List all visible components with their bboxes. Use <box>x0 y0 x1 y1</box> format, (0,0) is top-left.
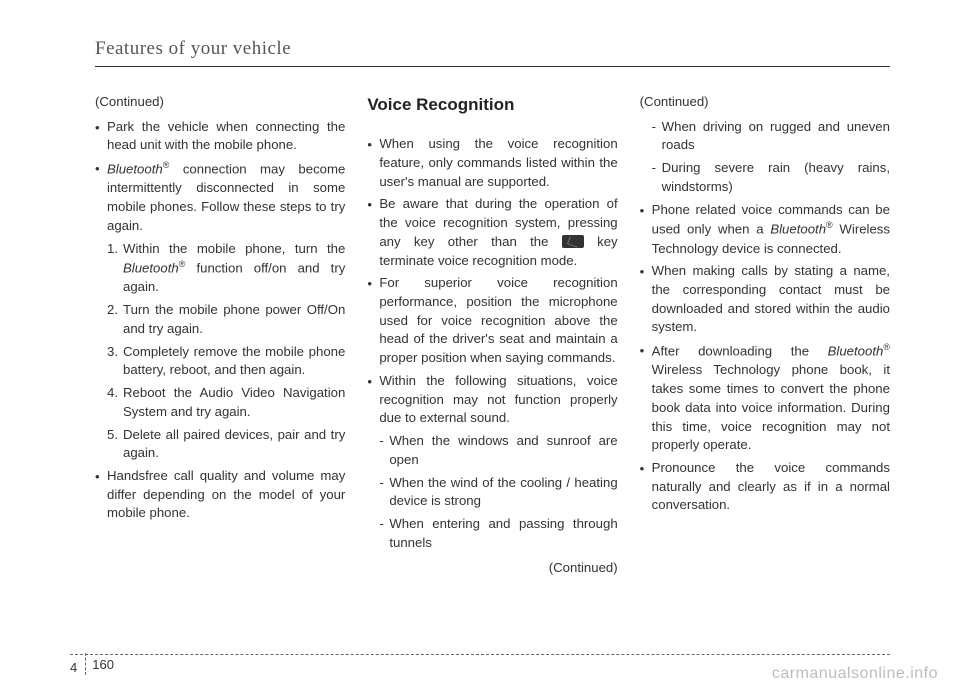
dash-mark: - <box>652 159 662 196</box>
dash-item: - When the wind of the cooling / heating… <box>367 474 617 511</box>
bullet-item: • Park the vehicle when connecting the h… <box>95 118 345 155</box>
page-number-box: 4 160 <box>70 653 114 675</box>
item-text: Delete all paired devices, pair and try … <box>123 426 345 463</box>
registered-mark: ® <box>826 220 833 230</box>
column-3: (Continued) - When driving on rugged and… <box>640 93 890 577</box>
registered-mark: ® <box>883 342 890 352</box>
page-number: 160 <box>92 657 114 672</box>
bullet-dot: • <box>95 159 107 235</box>
bullet-text: For superior voice recognition performan… <box>379 274 617 368</box>
bullet-text: Be aware that during the operation of th… <box>379 195 617 270</box>
title-rule <box>95 66 890 67</box>
item-number: 4. <box>107 384 123 421</box>
dash-item: - When driving on rugged and uneven road… <box>640 118 890 155</box>
footer-rule <box>70 654 890 655</box>
dash-text: When driving on rugged and uneven roads <box>662 118 890 155</box>
bullet-item: • After downloading the Bluetooth® Wirel… <box>640 341 890 455</box>
bullet-dot: • <box>640 201 652 259</box>
page-footer <box>0 654 960 655</box>
bullet-text: When using the voice recognition feature… <box>379 135 617 191</box>
numbered-item: 2. Turn the mobile phone power Off/On an… <box>95 301 345 338</box>
content-columns: (Continued) • Park the vehicle when conn… <box>95 93 890 577</box>
bullet-text: After downloading the Bluetooth® Wireles… <box>652 341 890 455</box>
bullet-dot: • <box>367 135 379 191</box>
bullet-item: • For superior voice recognition perform… <box>367 274 617 368</box>
bullet-item: • Within the following situations, voice… <box>367 372 617 428</box>
bullet-item: • Pronounce the voice commands naturally… <box>640 459 890 515</box>
item-number: 1. <box>107 240 123 298</box>
bullet-text: Phone related voice commands can be used… <box>652 201 890 259</box>
bullet-item: • When making calls by stating a name, t… <box>640 262 890 337</box>
bullet-dot: • <box>95 118 107 155</box>
dash-mark: - <box>379 474 389 511</box>
item-number: 2. <box>107 301 123 338</box>
dash-text: When the wind of the cooling / heating d… <box>389 474 617 511</box>
text-span: Within the mobile phone, turn the <box>123 241 345 256</box>
item-number: 5. <box>107 426 123 463</box>
dash-item: - When the windows and sunroof are open <box>367 432 617 469</box>
section-title: Features of your vehicle <box>95 38 890 66</box>
bullet-dot: • <box>367 195 379 270</box>
chapter-number: 4 <box>70 653 86 675</box>
bullet-dot: • <box>367 274 379 368</box>
watermark: carmanualsonline.info <box>772 665 938 683</box>
dash-text: When the windows and sunroof are open <box>389 432 617 469</box>
dash-item: - When entering and passing through tunn… <box>367 515 617 552</box>
column-2: Voice Recognition • When using the voice… <box>367 93 617 577</box>
brand-italic: Bluetooth <box>123 261 179 276</box>
bullet-dot: • <box>367 372 379 428</box>
continued-label: (Continued) <box>640 93 890 112</box>
continued-label: (Continued) <box>95 93 345 112</box>
bullet-text: Pronounce the voice commands naturally a… <box>652 459 890 515</box>
item-text: Completely remove the mobile phone batte… <box>123 343 345 380</box>
item-text: Reboot the Audio Video Navigation System… <box>123 384 345 421</box>
bullet-dot: • <box>640 262 652 337</box>
bullet-item: • Bluetooth® connection may become inter… <box>95 159 345 235</box>
column-1: (Continued) • Park the vehicle when conn… <box>95 93 345 577</box>
bullet-text: Within the following situations, voice r… <box>379 372 617 428</box>
numbered-item: 5. Delete all paired devices, pair and t… <box>95 426 345 463</box>
item-number: 3. <box>107 343 123 380</box>
dash-mark: - <box>652 118 662 155</box>
bullet-dot: • <box>640 459 652 515</box>
numbered-item: 3. Completely remove the mobile phone ba… <box>95 343 345 380</box>
bullet-text: Park the vehicle when connecting the hea… <box>107 118 345 155</box>
dash-item: - During severe rain (heavy rains, winds… <box>640 159 890 196</box>
bullet-dot: • <box>95 467 107 523</box>
numbered-item: 1. Within the mobile phone, turn the Blu… <box>95 240 345 298</box>
bullet-dot: • <box>640 341 652 455</box>
dash-text: During severe rain (heavy rains, windsto… <box>662 159 890 196</box>
manual-page: Features of your vehicle (Continued) • P… <box>0 0 960 577</box>
text-span: After downloading the <box>652 344 828 359</box>
bullet-item: • Be aware that during the operation of … <box>367 195 617 270</box>
dash-text: When entering and passing through tunnel… <box>389 515 617 552</box>
bullet-text: Bluetooth® connection may become intermi… <box>107 159 345 235</box>
key-button-icon <box>562 235 584 248</box>
bullet-text: When making calls by stating a name, the… <box>652 262 890 337</box>
dash-mark: - <box>379 515 389 552</box>
continued-label: (Continued) <box>367 559 617 578</box>
brand-italic: Bluetooth <box>107 162 163 177</box>
numbered-item: 4. Reboot the Audio Video Navigation Sys… <box>95 384 345 421</box>
item-text: Turn the mobile phone power Off/On and t… <box>123 301 345 338</box>
brand-italic: Bluetooth <box>828 344 884 359</box>
column-heading: Voice Recognition <box>367 93 617 117</box>
text-span: Wireless Technology phone book, it takes… <box>652 362 890 452</box>
item-text: Within the mobile phone, turn the Blueto… <box>123 240 345 298</box>
bullet-text: Handsfree call quality and volume may di… <box>107 467 345 523</box>
bullet-item: • Phone related voice commands can be us… <box>640 201 890 259</box>
bullet-item: • Handsfree call quality and volume may … <box>95 467 345 523</box>
brand-italic: Bluetooth <box>770 222 826 237</box>
dash-mark: - <box>379 432 389 469</box>
bullet-item: • When using the voice recognition featu… <box>367 135 617 191</box>
